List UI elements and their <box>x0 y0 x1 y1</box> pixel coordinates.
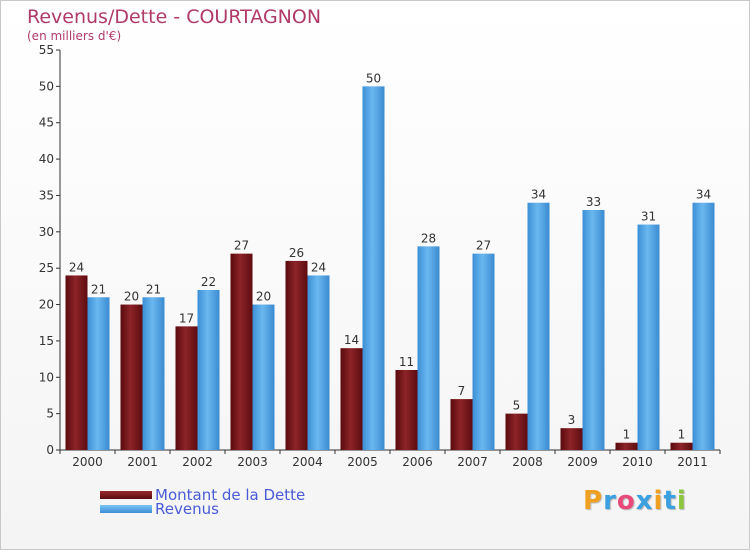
x-tick-label: 2010 <box>622 455 653 469</box>
bar-revenus <box>527 202 550 450</box>
logo-letter: P <box>583 486 604 516</box>
data-label-dette: 1 <box>678 428 686 442</box>
data-label-dette: 26 <box>289 246 304 260</box>
legend-label-revenus: Revenus <box>155 500 219 518</box>
bar-revenus <box>637 224 660 450</box>
y-tick-label: 25 <box>39 261 54 275</box>
bar-dette <box>615 442 638 450</box>
bar-revenus <box>417 246 440 450</box>
bar-dette <box>175 326 198 450</box>
data-label-revenus: 33 <box>586 195 601 209</box>
bar-revenus <box>87 297 110 450</box>
data-label-revenus: 34 <box>531 188 546 202</box>
logo-letter: o <box>616 486 636 516</box>
data-label-revenus: 50 <box>366 71 381 85</box>
x-tick-label: 2000 <box>72 455 103 469</box>
bar-dette <box>505 413 528 450</box>
bar-revenus <box>197 290 220 450</box>
x-tick-label: 2007 <box>457 455 488 469</box>
y-tick-label: 0 <box>46 443 54 457</box>
logo-letter: i <box>653 486 664 516</box>
x-tick-label: 2006 <box>402 455 433 469</box>
data-label-revenus: 28 <box>421 231 436 245</box>
data-label-dette: 11 <box>399 355 414 369</box>
data-label-dette: 3 <box>568 413 576 427</box>
legend-label-dette: Montant de la Dette <box>155 486 306 504</box>
y-tick-label: 20 <box>39 298 54 312</box>
y-tick-label: 35 <box>39 188 54 202</box>
data-label-dette: 27 <box>234 239 249 253</box>
y-tick-label: 30 <box>39 225 54 239</box>
data-label-dette: 20 <box>124 290 139 304</box>
data-label-revenus: 21 <box>91 282 106 296</box>
data-label-revenus: 24 <box>311 260 326 274</box>
bar-revenus <box>692 202 715 450</box>
bar-dette <box>670 442 693 450</box>
data-label-revenus: 27 <box>476 239 491 253</box>
data-label-dette: 14 <box>344 333 359 347</box>
data-label-revenus: 21 <box>146 282 161 296</box>
x-tick-label: 2002 <box>182 455 213 469</box>
y-tick-label: 10 <box>39 370 54 384</box>
data-label-dette: 7 <box>458 384 466 398</box>
data-label-dette: 17 <box>179 311 194 325</box>
bar-dette <box>120 304 143 450</box>
y-tick-label: 45 <box>39 116 54 130</box>
logo-letter: t <box>663 486 677 516</box>
data-label-revenus: 34 <box>696 188 711 202</box>
logo-letter: i <box>676 486 687 516</box>
bar-revenus <box>472 253 495 450</box>
logo-letter: x <box>635 486 654 516</box>
x-tick-label: 2004 <box>292 455 323 469</box>
bar-dette <box>395 370 418 450</box>
x-tick-label: 2009 <box>567 455 598 469</box>
bar-revenus <box>252 304 275 450</box>
chart-title: Revenus/Dette - COURTAGNON <box>27 6 322 28</box>
bar-revenus <box>142 297 165 450</box>
x-tick-label: 2005 <box>347 455 378 469</box>
legend-swatch-revenus <box>100 505 152 513</box>
data-label-revenus: 22 <box>201 275 216 289</box>
y-tick-label: 5 <box>46 407 54 421</box>
data-label-dette: 24 <box>69 260 84 274</box>
data-label-revenus: 20 <box>256 290 271 304</box>
data-label-dette: 1 <box>623 428 631 442</box>
chart-subtitle: (en milliers d'€) <box>27 29 122 43</box>
bar-dette <box>285 260 308 450</box>
legend-swatch-dette <box>100 491 152 499</box>
x-tick-label: 2008 <box>512 455 543 469</box>
y-tick-label: 50 <box>39 79 54 93</box>
bar-revenus <box>307 275 330 450</box>
proxiti-logo: Proxiti <box>583 486 687 516</box>
x-tick-label: 2001 <box>127 455 158 469</box>
bar-dette <box>65 275 88 450</box>
bar-revenus <box>362 86 385 450</box>
bar-revenus <box>582 210 605 450</box>
bar-dette <box>230 253 253 450</box>
data-label-dette: 5 <box>513 399 521 413</box>
y-tick-label: 55 <box>39 43 54 57</box>
bar-dette <box>560 428 583 450</box>
legend-item-revenus: Revenus <box>100 500 219 518</box>
x-tick-label: 2011 <box>677 455 708 469</box>
y-tick-label: 15 <box>39 334 54 348</box>
x-tick-label: 2003 <box>237 455 268 469</box>
bar-dette <box>450 399 473 450</box>
data-label-revenus: 31 <box>641 210 656 224</box>
bar-dette <box>340 348 363 450</box>
y-tick-label: 40 <box>39 152 54 166</box>
logo-letter: r <box>603 486 617 516</box>
legend-item-dette: Montant de la Dette <box>100 486 306 504</box>
